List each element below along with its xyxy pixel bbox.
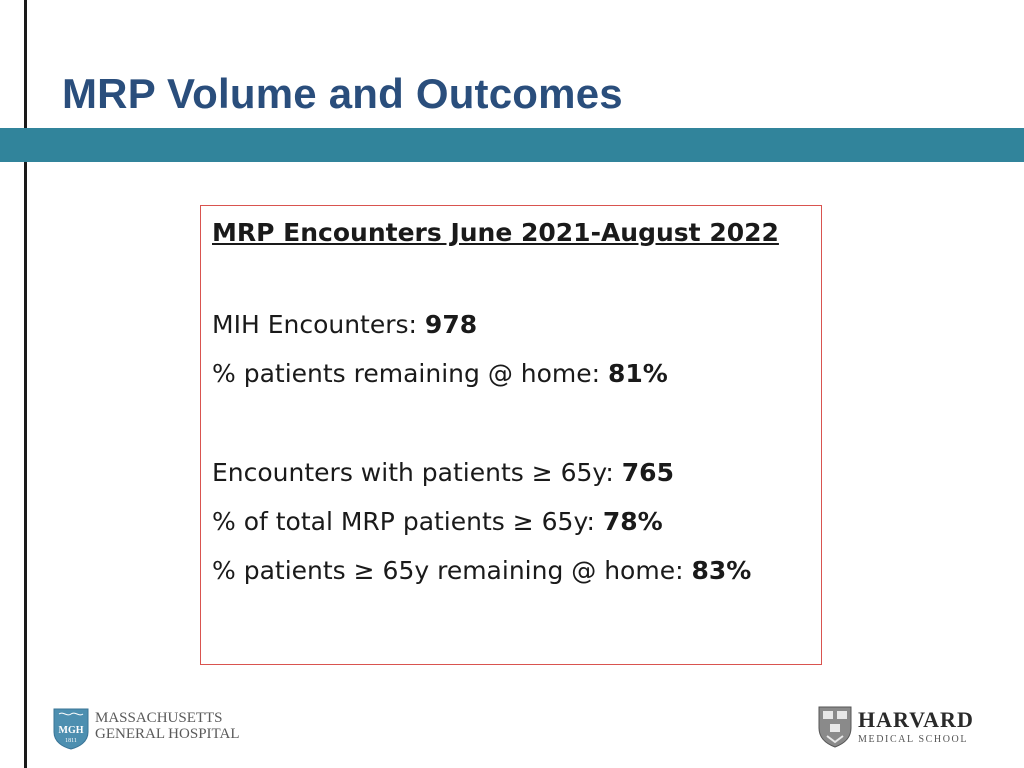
stat-line-total-65y: % of total MRP patients ≥ 65y: 78% — [212, 497, 813, 546]
stat-value: 978 — [424, 310, 478, 339]
mgh-shield-year: 1811 — [65, 738, 77, 744]
stat-value: 83% — [691, 556, 752, 585]
harvard-name: HARVARD — [858, 707, 974, 732]
stat-label: Encounters with patients ≥ 65y: — [212, 458, 622, 487]
mgh-shield-text: MGH — [59, 725, 84, 736]
stat-label: % patients remaining @ home: — [212, 359, 609, 388]
mgh-logo: MGH 1811 MASSACHUSETTS GENERAL HOSPITAL — [53, 708, 263, 752]
stat-label: % of total MRP patients ≥ 65y: — [212, 507, 603, 536]
stats-box-content: MRP Encounters June 2021-August 2022 MIH… — [212, 218, 813, 595]
mgh-wordmark: MASSACHUSETTS GENERAL HOSPITAL — [95, 710, 240, 742]
mgh-shield-icon: MGH 1811 — [53, 708, 89, 750]
stat-line-65y-remaining-home: % patients ≥ 65y remaining @ home: 83% — [212, 546, 813, 595]
stat-value: 81% — [608, 359, 668, 388]
mgh-line1: MASSACHUSETTS — [95, 710, 223, 726]
stat-value: 765 — [621, 458, 674, 487]
stat-value: 78% — [602, 507, 663, 536]
left-vertical-rule — [24, 0, 27, 768]
mgh-line2: GENERAL HOSPITAL — [95, 726, 240, 742]
stat-label: % patients ≥ 65y remaining @ home: — [212, 556, 692, 585]
stat-label: MIH Encounters: — [212, 310, 425, 339]
harvard-shield-icon — [818, 706, 852, 748]
stat-line-encounters-65y: Encounters with patients ≥ 65y: 765 — [212, 448, 813, 497]
slide-title: MRP Volume and Outcomes — [62, 70, 623, 117]
stats-heading: MRP Encounters June 2021-August 2022 — [212, 218, 779, 247]
stat-line-mih-encounters: MIH Encounters: 978 — [212, 300, 813, 349]
harvard-subtitle: MEDICAL SCHOOL — [858, 734, 969, 745]
stat-line-remaining-home: % patients remaining @ home: 81% — [212, 349, 813, 398]
stats-box: MRP Encounters June 2021-August 2022 MIH… — [200, 205, 822, 665]
harvard-logo: HARVARD MEDICAL SCHOOL — [818, 706, 978, 750]
title-accent-band — [0, 128, 1024, 162]
